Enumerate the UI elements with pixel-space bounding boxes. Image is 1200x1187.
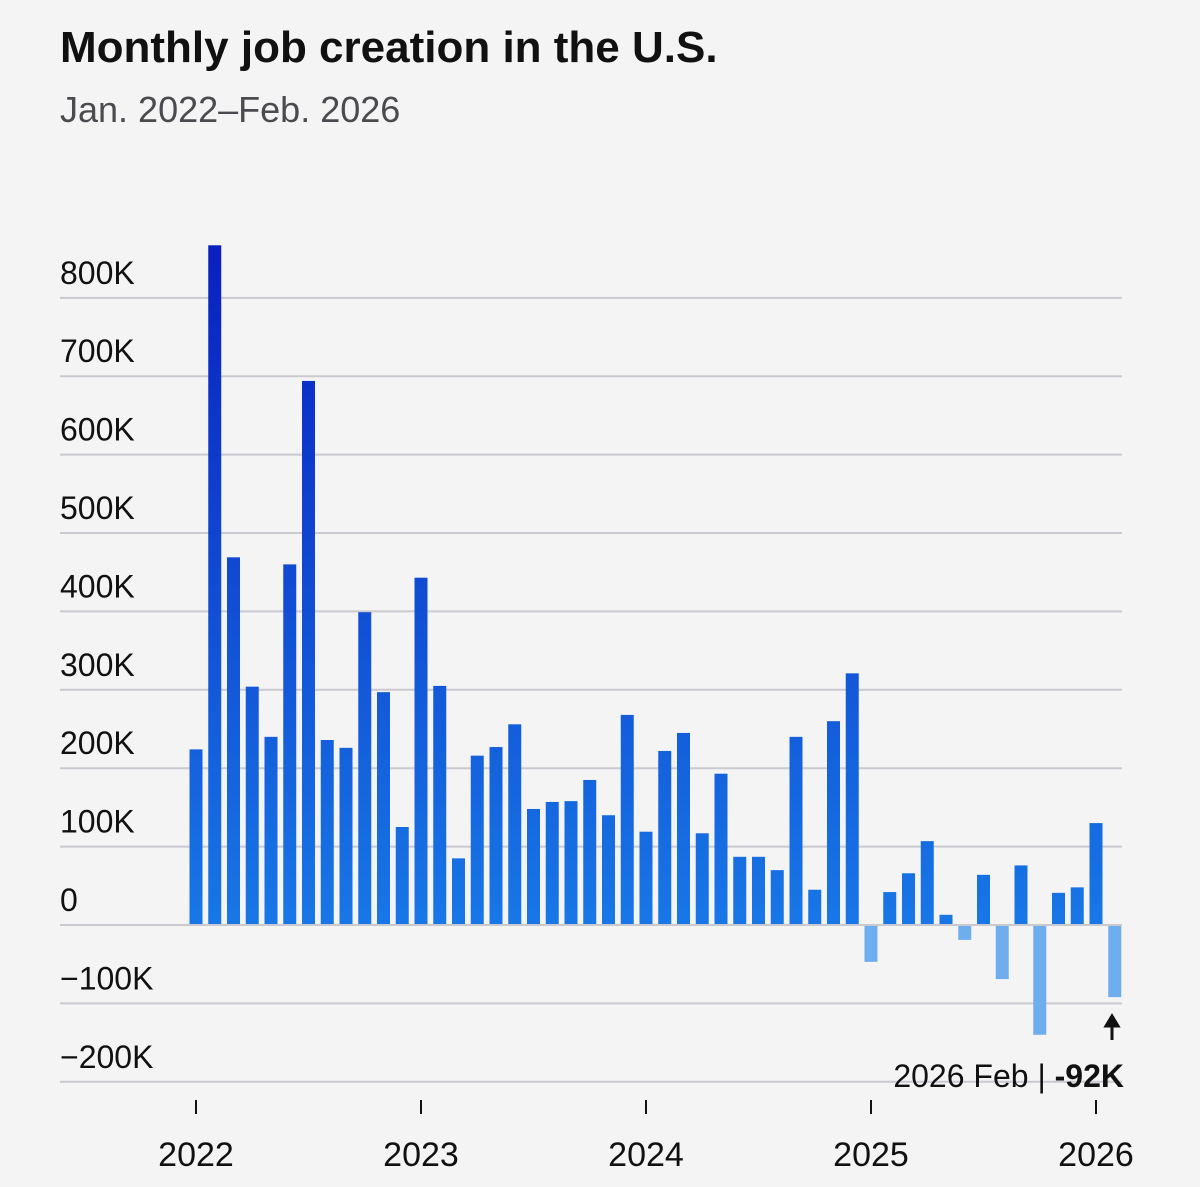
annotation-value: -92K — [1055, 1058, 1124, 1094]
bar — [302, 380, 315, 926]
bar — [752, 856, 765, 926]
bar — [977, 874, 990, 926]
x-tick-label: 2024 — [608, 1136, 684, 1174]
bar — [677, 732, 690, 926]
bar — [1052, 892, 1065, 926]
y-tick-label: 600K — [60, 412, 135, 448]
bar — [864, 925, 878, 962]
bar — [658, 750, 672, 926]
y-tick-label: 400K — [60, 568, 135, 604]
bar — [789, 736, 803, 926]
x-tick-label: 2023 — [383, 1136, 459, 1174]
x-tick-label: 2022 — [158, 1136, 234, 1174]
bar — [583, 779, 597, 926]
bar — [489, 747, 503, 926]
bar — [452, 858, 465, 926]
bar — [470, 755, 484, 926]
bar — [714, 773, 728, 926]
bar — [827, 721, 840, 926]
chart-subtitle: Jan. 2022–Feb. 2026 — [60, 89, 400, 130]
bar — [958, 925, 972, 940]
annotation-arrow — [1103, 1013, 1121, 1040]
bar — [264, 736, 278, 926]
bar — [283, 564, 297, 926]
bar — [564, 801, 578, 926]
bar — [545, 801, 559, 926]
bar — [920, 841, 934, 926]
bar — [883, 892, 897, 926]
y-tick-label: 100K — [60, 804, 135, 840]
bar — [227, 557, 240, 926]
bar — [733, 856, 747, 926]
bar — [527, 808, 540, 926]
chart-title: Monthly job creation in the U.S. — [60, 23, 718, 72]
bar — [1070, 887, 1084, 926]
bar — [695, 833, 709, 926]
y-tick-label: 300K — [60, 647, 135, 683]
bar — [508, 724, 522, 926]
bar — [639, 831, 653, 926]
bar — [845, 673, 859, 926]
y-tick-label: 500K — [60, 490, 135, 526]
x-tick-label: 2026 — [1058, 1136, 1134, 1174]
bar — [902, 873, 915, 926]
bar — [1089, 823, 1103, 926]
bar — [414, 577, 428, 926]
bar — [433, 685, 447, 926]
bar — [358, 612, 372, 926]
bar — [377, 692, 390, 926]
bar — [339, 747, 353, 926]
bar — [602, 815, 615, 926]
annotation-text: 2026 Feb | — [893, 1058, 1045, 1094]
y-tick-label: 800K — [60, 255, 135, 291]
bar — [395, 827, 409, 926]
bar — [1014, 865, 1028, 926]
y-tick-label: −100K — [60, 960, 153, 996]
bar — [939, 914, 953, 926]
x-tick-label: 2025 — [833, 1136, 909, 1174]
y-tick-label: 700K — [60, 333, 135, 369]
annotation: 2026 Feb | -92K — [893, 1058, 1124, 1094]
bar — [208, 245, 222, 926]
y-tick-label: 200K — [60, 725, 135, 761]
bar — [189, 749, 203, 926]
bar — [995, 925, 1009, 980]
bar — [1033, 925, 1047, 1035]
bar — [770, 870, 784, 926]
bar — [245, 686, 259, 926]
bar — [1108, 925, 1122, 998]
y-tick-label: −200K — [60, 1039, 153, 1075]
bar — [808, 889, 822, 926]
y-tick-label: 0 — [60, 882, 78, 918]
bar — [320, 739, 334, 926]
bar — [620, 714, 634, 926]
